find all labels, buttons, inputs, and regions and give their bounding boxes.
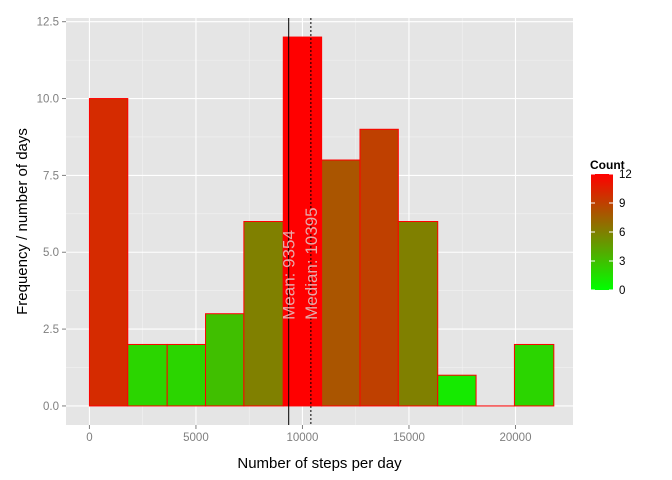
histogram-bar [397,221,439,407]
x-tick-label: 20000 [499,432,531,444]
x-axis-label: Number of steps per day [237,455,402,472]
y-tick-label: 2.5 [43,324,59,336]
legend-colorbar [591,174,613,290]
histogram-bar [88,98,129,407]
mean-label: Mean: 9354 [280,230,299,320]
histogram-bars [88,36,555,407]
y-axis-label: Frequency / number of days [14,128,31,315]
legend-title: Count [590,158,625,172]
histogram-bar [321,159,361,407]
reference-lines: Mean: 9354 Median: 10395 [280,18,321,425]
histogram-bar [243,221,284,407]
histogram-bar [437,374,477,407]
legend-tick-label: 0 [619,285,625,297]
x-tick-label: 10000 [286,432,318,444]
histogram-bar [282,36,323,407]
legend-tick-label: 6 [619,227,625,239]
x-tick-label: 15000 [393,432,425,444]
x-tick-label: 0 [86,432,92,444]
histogram-bar [359,128,399,407]
legend-tick-label: 9 [619,198,625,210]
legend-tick-label: 12 [619,169,632,181]
axes: 0 5000 10000 15000 20000 0.0 2.5 5.0 7.5 10.0 12.5 [37,17,532,444]
histogram-bar [513,343,555,407]
y-tick-label: 7.5 [43,170,59,182]
legend-ticks: 0 3 6 9 12 [591,169,632,297]
histogram-bar [205,313,245,407]
y-tick-label: 10.0 [37,94,59,106]
legend: Count 0 3 6 9 12 [590,158,632,297]
x-tick-label: 5000 [183,432,209,444]
legend-tick-label: 3 [619,256,625,268]
y-tick-label: 0.0 [43,401,59,413]
y-tick-label: 12.5 [37,17,59,29]
median-label: Median: 10395 [302,207,321,319]
histogram-bar [127,343,168,407]
y-tick-label: 5.0 [43,247,59,259]
histogram-bar [166,343,207,407]
